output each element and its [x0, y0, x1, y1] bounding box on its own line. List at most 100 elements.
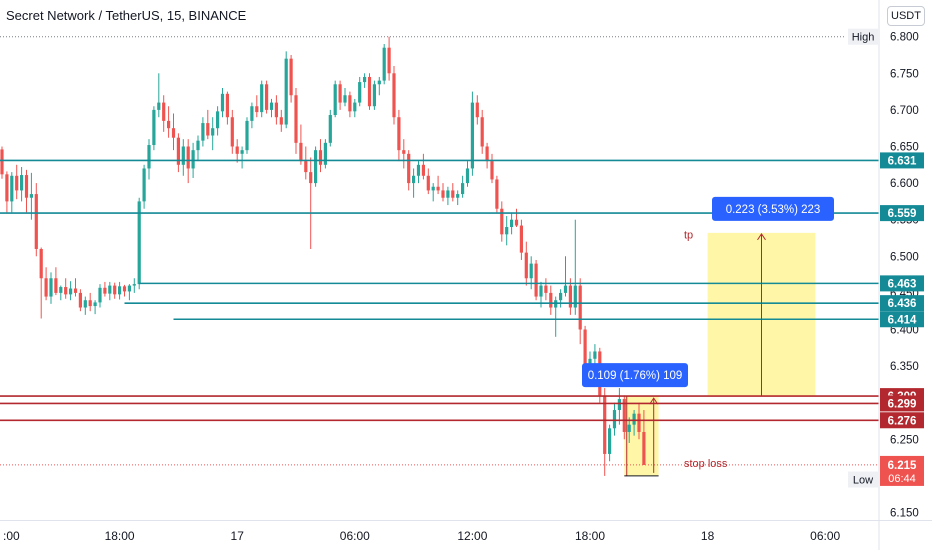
candle — [524, 241, 528, 286]
candle — [549, 285, 553, 315]
candle-body — [617, 399, 621, 411]
candle-body — [328, 115, 332, 143]
candle-body — [255, 106, 259, 113]
candle — [456, 190, 460, 206]
candle-body — [171, 128, 176, 138]
candle — [274, 95, 278, 125]
candle — [426, 168, 430, 195]
candle-body — [44, 278, 48, 297]
candle — [284, 51, 288, 129]
candle-body — [289, 58, 293, 96]
currency-button[interactable]: USDT — [887, 6, 925, 26]
candle — [142, 164, 146, 209]
sl-arrow-head — [649, 397, 659, 405]
candle — [113, 282, 117, 299]
candle-body — [392, 73, 396, 118]
level-price-label: 6.299 — [888, 398, 917, 410]
candle-body — [387, 47, 391, 74]
candle — [230, 109, 234, 154]
price-tick-label: 6.700 — [890, 105, 919, 117]
candle-body — [78, 292, 82, 308]
candle — [328, 109, 332, 147]
candle — [441, 183, 445, 202]
candle — [39, 247, 43, 319]
candle-body — [83, 300, 87, 308]
candle-body — [245, 120, 249, 151]
low-tag — [848, 471, 878, 488]
price-tick-label: 6.500 — [890, 251, 919, 263]
candle — [407, 150, 411, 191]
time-tick-label: 18:00 — [105, 529, 135, 543]
candle — [309, 157, 313, 249]
time-tick-label: 06:00 — [340, 529, 370, 543]
candle — [470, 91, 474, 176]
candle — [220, 87, 225, 118]
candle — [10, 172, 14, 213]
candle — [289, 55, 293, 103]
candle — [299, 124, 303, 165]
candle — [475, 95, 479, 125]
candle — [167, 106, 171, 138]
candle-body — [412, 175, 416, 184]
candle-body — [382, 47, 386, 81]
candle-body — [407, 153, 411, 184]
price-tick-label: 6.400 — [890, 325, 919, 337]
candle-body — [314, 150, 318, 184]
candle-body — [88, 300, 92, 307]
candle — [245, 117, 249, 154]
candle-body — [416, 164, 421, 176]
candle-body — [220, 93, 225, 112]
candle-body — [274, 102, 278, 118]
candle-body — [612, 410, 617, 429]
candle — [279, 109, 283, 132]
candle-body — [431, 186, 435, 191]
candle-body — [269, 102, 274, 110]
candle — [416, 161, 421, 184]
level-price-tag — [880, 205, 924, 222]
candle — [54, 267, 58, 296]
candlestick-series — [0, 36, 646, 476]
candle-body — [642, 431, 646, 465]
candle — [20, 166, 24, 202]
candle-body — [573, 285, 577, 308]
price-tick-label: 6.600 — [890, 178, 919, 190]
candle-body — [588, 358, 592, 367]
candle — [49, 272, 53, 304]
level-price-tag — [880, 152, 924, 169]
candle-body — [475, 102, 479, 118]
candle-body — [230, 117, 234, 147]
candle — [255, 95, 259, 118]
candle — [446, 186, 450, 206]
candle-body — [152, 109, 156, 146]
candle — [495, 175, 499, 213]
candle-body — [593, 351, 597, 359]
candle — [250, 102, 254, 129]
candle-body — [108, 285, 112, 294]
candle-body — [348, 95, 352, 112]
candle — [500, 201, 504, 242]
price-tick-label: 6.350 — [890, 361, 919, 373]
candle — [348, 91, 352, 118]
candle-body — [294, 95, 298, 143]
candle-body — [34, 194, 38, 249]
candle — [392, 65, 396, 125]
candle — [132, 278, 136, 293]
candle — [5, 171, 9, 213]
candle-body — [240, 150, 244, 154]
candle — [505, 216, 509, 246]
candle — [632, 410, 636, 436]
candle — [64, 278, 68, 299]
candle — [367, 73, 372, 110]
candle-body — [500, 208, 504, 235]
candle — [451, 183, 455, 202]
level-price-label: 6.559 — [888, 208, 917, 220]
candle — [162, 95, 166, 132]
price-tick-label: 6.800 — [890, 32, 919, 44]
time-tick-label: :00 — [3, 529, 20, 543]
candle — [152, 106, 156, 151]
level-price-label: 6.463 — [888, 278, 917, 290]
candle-body — [176, 137, 180, 165]
candle — [612, 402, 617, 436]
candle — [83, 296, 87, 315]
